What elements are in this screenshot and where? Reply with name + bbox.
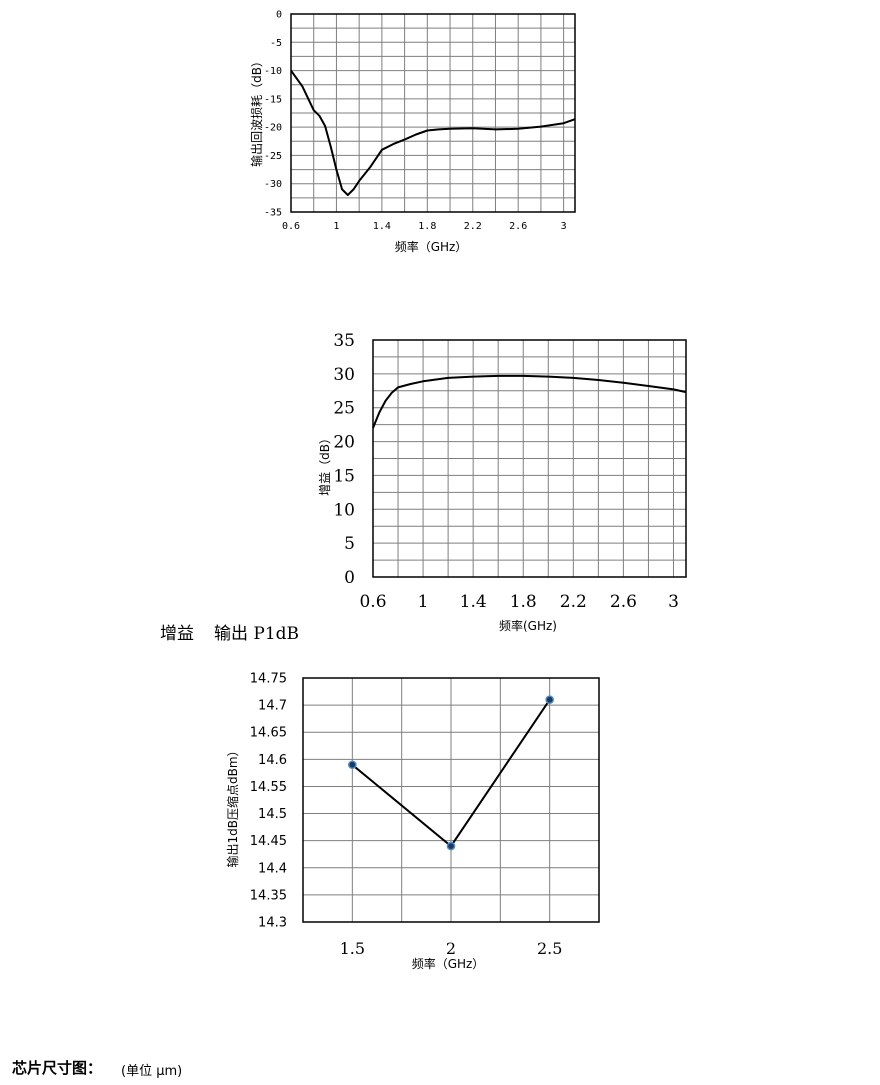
y-tick-label: 15 [333,466,355,486]
y-tick-label: 14.35 [250,888,287,903]
y-tick-label: -30 [264,179,282,190]
y-tick-label: 14.7 [258,699,287,714]
x-tick-label: 1 [333,221,339,232]
plot-frame [290,13,576,213]
series-line [290,70,576,196]
x-tick-label: 1.8 [418,221,436,232]
x-tick-label: 2.6 [509,221,527,232]
x-tick-label: 0.6 [282,221,300,232]
y-tick-label: 14.55 [250,780,287,795]
y-tick-label: 14.75 [250,672,287,687]
y-axis-title: 输出回波损耗（dB） [249,55,264,167]
y-tick-label: 14.4 [258,861,287,876]
y-tick-label: 20 [333,433,355,453]
x-tick-label: 1.5 [340,939,365,958]
y-tick-label: 0 [276,10,282,21]
x-tick-label: 1.8 [510,592,537,612]
chip-size-title: 芯片尺寸图： [12,1059,103,1077]
y-tick-label: -35 [264,208,282,219]
y-tick-label: 5 [344,534,355,554]
x-tick-label: 2.2 [560,592,587,612]
x-tick-label: 1.4 [373,221,391,232]
x-tick-label: 2.5 [537,939,562,958]
y-tick-label: 14.5 [258,807,287,822]
y-tick-label: 35 [333,331,355,351]
data-point [446,841,456,851]
x-tick-label: 2.6 [610,592,637,612]
p1db-section-label: 输出 P1dB [214,624,300,644]
y-tick-label: 14.65 [250,726,287,741]
plot-frame [372,339,687,578]
x-axis-title: 频率（GHz） [412,956,485,971]
y-tick-label: -20 [264,123,282,134]
y-tick-label: -15 [264,94,282,105]
y-tick-label: -5 [270,38,282,49]
y-tick-label: 10 [333,500,355,520]
y-tick-label: 14.6 [258,753,287,768]
x-tick-label: 2.2 [464,221,482,232]
plot-frame [302,677,600,923]
x-tick-label: 3 [561,221,567,232]
y-tick-label: -25 [264,151,282,162]
x-tick-label: 0.6 [359,592,386,612]
x-tick-label: 2 [446,939,456,958]
y-axis-title: 输出1dB压缩点dBm） [225,744,240,867]
y-tick-label: 14.3 [258,916,287,931]
y-tick-label: -10 [264,66,282,77]
section-labels: 增益 输出 P1dB [160,619,299,644]
x-axis-title: 频率(GHz) [499,618,557,633]
y-tick-label: 0 [344,568,355,588]
x-tick-label: 1.4 [460,592,487,612]
chip-size-unit: (单位 μm) [121,1064,183,1079]
y-axis-title: 增益（dB） [318,432,332,496]
series-line [372,374,687,429]
y-tick-label: 14.45 [250,834,287,849]
x-axis-title: 频率（GHz） [395,239,468,254]
data-point [348,760,357,770]
gain-section-label: 增益 [160,624,194,644]
y-tick-label: 30 [333,365,355,385]
y-tick-label: 25 [333,399,355,419]
x-tick-label: 3 [668,592,679,612]
data-point [545,695,554,704]
x-tick-label: 1 [418,592,429,612]
